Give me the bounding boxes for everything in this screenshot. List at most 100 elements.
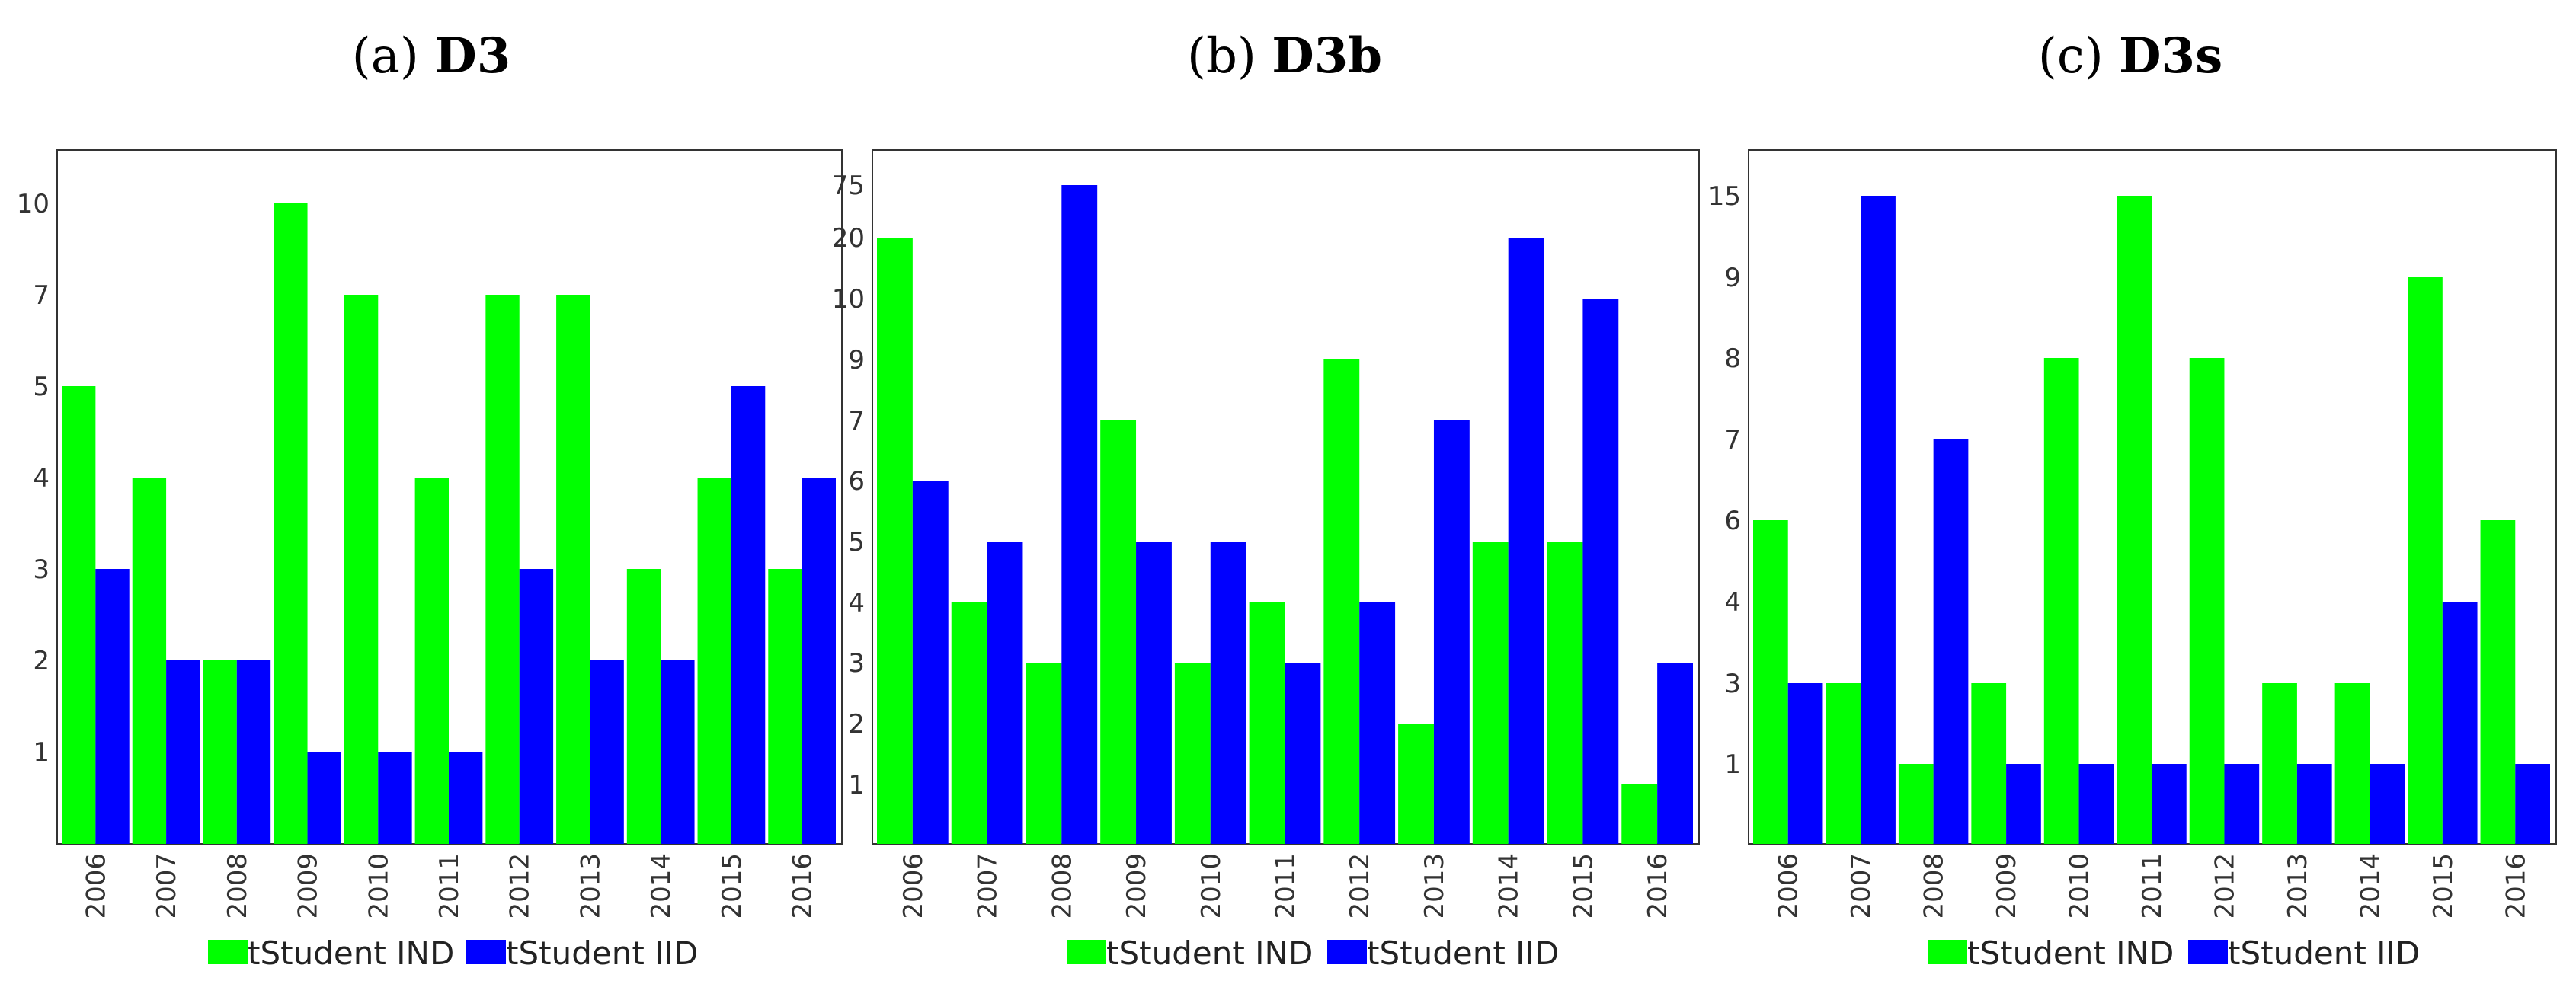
y-tick-label: 9 [848, 345, 865, 375]
y-tick-label: 2 [848, 709, 865, 740]
x-tick-label: 2013 [2283, 853, 2313, 919]
bar-iid-2008 [236, 660, 271, 844]
x-tick-label: 2016 [2501, 853, 2531, 919]
bar-ind-2008 [1898, 764, 1934, 844]
bar-ind-2008 [1026, 663, 1062, 844]
legend: tStudent IND tStudent IID [208, 935, 698, 972]
bar-ind-2011 [1249, 602, 1285, 844]
bar-ind-2008 [203, 660, 237, 844]
bar-iid-2009 [307, 752, 341, 844]
bar-iid-2016 [1657, 663, 1693, 844]
bar-iid-2010 [1210, 542, 1246, 844]
bar-ind-2006 [877, 238, 913, 844]
bar-iid-2006 [1787, 683, 1823, 844]
panel-label: (c) [2038, 28, 2119, 85]
bar-iid-2014 [1508, 238, 1544, 844]
bar-ind-2013 [2262, 683, 2297, 844]
bar-ind-2014 [2334, 683, 2370, 844]
panel-name: D3 [434, 27, 510, 85]
bar-iid-2009 [2006, 764, 2041, 844]
panel-name: D3b [1272, 27, 1382, 85]
x-tick-label: 2012 [505, 853, 536, 919]
bar-ind-2014 [1472, 542, 1509, 844]
bar-ind-2014 [626, 569, 661, 844]
y-tick-label: 3 [848, 648, 865, 679]
bar-ind-2015 [2408, 277, 2443, 844]
bar-iid-2014 [661, 660, 695, 844]
bar-ind-2010 [1174, 663, 1211, 844]
bar-iid-2006 [95, 569, 130, 844]
bar-iid-2014 [2370, 764, 2405, 844]
legend-swatch-iid [1327, 940, 1367, 964]
legend-swatch-iid [2188, 940, 2228, 964]
x-tick-label: 2009 [293, 853, 324, 919]
x-tick-label: 2008 [222, 853, 253, 919]
bar-iid-2016 [2515, 764, 2550, 844]
x-tick-label: 2014 [2355, 853, 2386, 919]
bar-ind-2015 [1547, 542, 1583, 844]
legend-label-iid: tStudent IID [506, 935, 698, 972]
bar-iid-2010 [378, 752, 412, 844]
y-tick-label: 4 [33, 463, 50, 494]
x-tick-label: 2016 [1643, 853, 1673, 919]
x-tick-label: 2006 [1774, 853, 1804, 919]
bar-ind-2009 [274, 203, 308, 844]
x-tick-label: 2011 [434, 853, 465, 919]
bar-ind-2009 [1971, 683, 2007, 844]
bar-iid-2009 [1136, 542, 1172, 844]
bar-iid-2013 [2296, 764, 2332, 844]
chart-panel-1: (a) D3 1 2 3 4 5 7 10 2006 2007 2008 2009 2010 2011 20… [17, 27, 843, 972]
legend-swatch-ind [1067, 940, 1106, 964]
x-tick-label: 2007 [1846, 853, 1877, 919]
x-tick-label: 2010 [1196, 853, 1227, 919]
y-tick-label: 20 [832, 223, 865, 254]
y-tick-label: 7 [1724, 425, 1741, 455]
chart-title: (a) D3 [352, 27, 510, 85]
x-tick-label: 2010 [363, 853, 394, 919]
panel-name: D3s [2119, 27, 2222, 85]
y-tick-label: 15 [1708, 181, 1741, 212]
bar-ind-2009 [1100, 420, 1137, 844]
x-tick-label: 2008 [1919, 853, 1950, 919]
x-tick-label: 2006 [81, 853, 111, 919]
bar-iid-2012 [519, 569, 554, 844]
bar-ind-2013 [556, 295, 590, 844]
bar-iid-2015 [2442, 602, 2478, 844]
x-tick-label: 2007 [152, 853, 182, 919]
bar-ind-2007 [132, 478, 167, 844]
y-tick-label: 7 [848, 406, 865, 436]
x-tick-label: 2014 [646, 853, 677, 919]
x-tick-label: 2007 [973, 853, 1003, 919]
bar-iid-2007 [1861, 196, 1896, 844]
bar-ind-2013 [1398, 724, 1434, 844]
bar-iid-2011 [449, 752, 483, 844]
bar-ind-2006 [62, 386, 96, 844]
legend-label-ind: tStudent IND [1106, 935, 1313, 972]
x-tick-label: 2016 [788, 853, 818, 919]
legend-swatch-ind [1928, 940, 1967, 964]
x-tick-label: 2011 [1271, 853, 1301, 919]
x-tick-label: 2011 [2137, 853, 2168, 919]
chart-title: (c) D3s [2038, 27, 2222, 85]
x-tick-label: 2006 [898, 853, 929, 919]
legend-swatch-ind [208, 940, 248, 964]
y-tick-label: 5 [848, 527, 865, 558]
bar-ind-2015 [697, 478, 731, 844]
bar-iid-2013 [1433, 420, 1470, 844]
y-tick-label: 1 [848, 770, 865, 800]
y-tick-label: 8 [1724, 344, 1741, 374]
bar-iid-2008 [1061, 185, 1098, 844]
bar-iid-2010 [2078, 764, 2114, 844]
bar-ind-2016 [768, 569, 802, 844]
panel-label: (a) [352, 28, 434, 85]
x-tick-label: 2013 [1419, 853, 1450, 919]
bar-iid-2015 [731, 386, 766, 844]
bar-iid-2012 [2224, 764, 2260, 844]
y-tick-label: 4 [848, 588, 865, 618]
chart-title: (b) D3b [1187, 27, 1382, 85]
chart-panel-3: (c) D3s 1 3 4 6 7 8 9 15 2006 2007 2008 2009 2010 2011… [1708, 27, 2557, 972]
x-tick-label: 2012 [1345, 853, 1375, 919]
y-tick-label: 1 [33, 737, 50, 768]
bar-ind-2007 [1826, 683, 1861, 844]
